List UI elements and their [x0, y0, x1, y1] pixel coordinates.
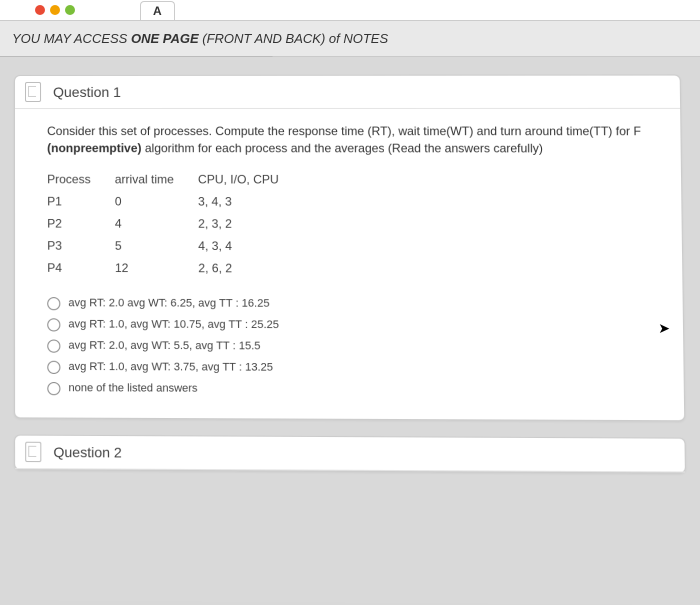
question-1-title: Question 1	[53, 84, 121, 100]
process-table: Process arrival time CPU, I/O, CPU P1 0 …	[47, 168, 303, 279]
cell: 3, 4, 3	[198, 190, 303, 212]
cell: P2	[47, 212, 115, 234]
question-1-prompt: Consider this set of processes. Compute …	[47, 123, 662, 158]
answer-options: avg RT: 2.0 avg WT: 6.25, avg TT : 16.25…	[47, 293, 665, 402]
option-label: avg RT: 1.0, avg WT: 10.75, avg TT : 25.…	[68, 319, 279, 332]
window-dot-yellow	[50, 5, 60, 15]
question-2-card: Question 2	[14, 434, 686, 473]
question-1-card: Question 1 Consider this set of processe…	[14, 75, 685, 421]
prompt-post: algorithm for each process and the avera…	[141, 142, 542, 156]
table-header-row: Process arrival time CPU, I/O, CPU	[47, 168, 303, 190]
browser-topbar: A	[0, 0, 700, 20]
tab-a[interactable]: A	[140, 1, 175, 20]
cell: 4	[115, 212, 198, 234]
option-4[interactable]: avg RT: 1.0, avg WT: 3.75, avg TT : 13.2…	[47, 356, 665, 380]
option-label: avg RT: 2.0, avg WT: 5.5, avg TT : 15.5	[68, 340, 260, 353]
option-1[interactable]: avg RT: 2.0 avg WT: 6.25, avg TT : 16.25	[47, 293, 664, 316]
radio-icon	[47, 297, 60, 310]
radio-icon	[47, 361, 60, 374]
cell: 2, 6, 2	[198, 257, 303, 279]
cell: P3	[47, 234, 115, 256]
cell: 4, 3, 4	[198, 235, 303, 257]
flag-icon[interactable]	[25, 82, 41, 102]
question-1-header: Question 1	[15, 76, 680, 109]
table-row: P3 5 4, 3, 4	[47, 234, 303, 257]
table-row: P2 4 2, 3, 2	[47, 212, 303, 235]
radio-icon	[47, 382, 60, 395]
option-label: none of the listed answers	[68, 382, 197, 395]
cell: 2, 3, 2	[198, 212, 303, 234]
window-dot-red	[35, 5, 45, 15]
quiz-page: Question 1 Consider this set of processe…	[0, 56, 700, 605]
cell: 0	[115, 190, 198, 212]
mouse-cursor-icon: ➤	[658, 320, 670, 337]
question-1-body: Consider this set of processes. Compute …	[15, 109, 684, 420]
question-2-title: Question 2	[53, 444, 121, 461]
flag-icon[interactable]	[25, 442, 41, 462]
radio-icon	[47, 318, 60, 331]
cell: 5	[115, 234, 198, 256]
option-5[interactable]: none of the listed answers	[47, 378, 665, 402]
radio-icon	[47, 339, 60, 352]
access-note: YOU MAY ACCESS ONE PAGE (FRONT AND BACK)…	[0, 20, 700, 57]
cell: P4	[47, 257, 115, 279]
option-2[interactable]: avg RT: 1.0, avg WT: 10.75, avg TT : 25.…	[47, 314, 664, 337]
option-3[interactable]: avg RT: 2.0, avg WT: 5.5, avg TT : 15.5	[47, 335, 665, 358]
prompt-pre: Consider this set of processes. Compute …	[47, 124, 641, 138]
window-dot-green	[65, 5, 75, 15]
table-row: P4 12 2, 6, 2	[47, 257, 303, 280]
prompt-bold: (nonpreemptive)	[47, 141, 141, 155]
col-process: Process	[47, 168, 115, 190]
option-label: avg RT: 2.0 avg WT: 6.25, avg TT : 16.25	[68, 297, 269, 310]
question-2-header: Question 2	[15, 435, 685, 472]
table-row: P1 0 3, 4, 3	[47, 190, 303, 212]
option-label: avg RT: 1.0, avg WT: 3.75, avg TT : 13.2…	[68, 361, 273, 374]
col-cpu: CPU, I/O, CPU	[198, 168, 303, 190]
cell: 12	[115, 257, 198, 279]
col-arrival: arrival time	[115, 168, 198, 190]
cell: P1	[47, 190, 115, 212]
